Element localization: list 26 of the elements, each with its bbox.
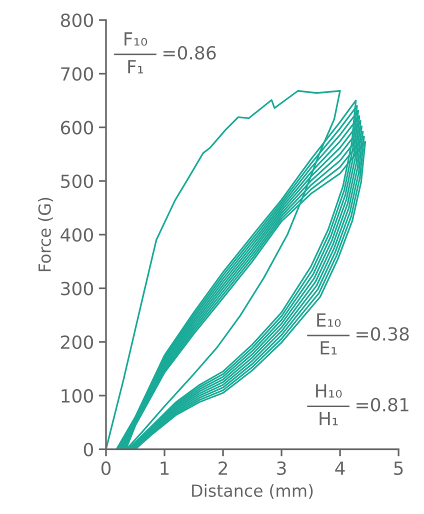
x-axis-title: Distance (mm) — [192, 484, 313, 499]
annotation: =0.81 — [356, 398, 408, 412]
x-tick-label: 0 — [101, 461, 111, 476]
annotation: E₁ — [320, 341, 337, 354]
y-axis-title: Force (G) — [38, 198, 53, 272]
y-tick-label: 400 — [60, 228, 93, 242]
y-tick-label: 100 — [62, 389, 93, 403]
x-tick-label: 2 — [218, 461, 227, 475]
x-tick-label: 3 — [277, 461, 286, 476]
y-tick-label: 0 — [84, 442, 93, 456]
y-tick-label: 800 — [60, 14, 93, 28]
x-tick-label: 5 — [394, 462, 403, 476]
annotation: E₁₀ — [317, 313, 341, 327]
annotation: F₁₀ — [124, 32, 148, 46]
y-tick-label: 700 — [61, 67, 93, 81]
y-tick-label: 600 — [60, 120, 93, 134]
annotation: H₁₀ — [316, 384, 342, 398]
x-tick-label: 4 — [335, 462, 345, 475]
y-tick-label: 200 — [61, 335, 93, 350]
x-tick-label: 1 — [160, 462, 169, 475]
annotation: F₁ — [128, 60, 144, 74]
annotation: H₁ — [320, 412, 338, 426]
y-tick-label: 500 — [61, 174, 93, 188]
annotation: =0.86 — [164, 46, 216, 60]
y-tick-label: 300 — [61, 282, 93, 296]
annotation: =0.38 — [356, 327, 409, 341]
